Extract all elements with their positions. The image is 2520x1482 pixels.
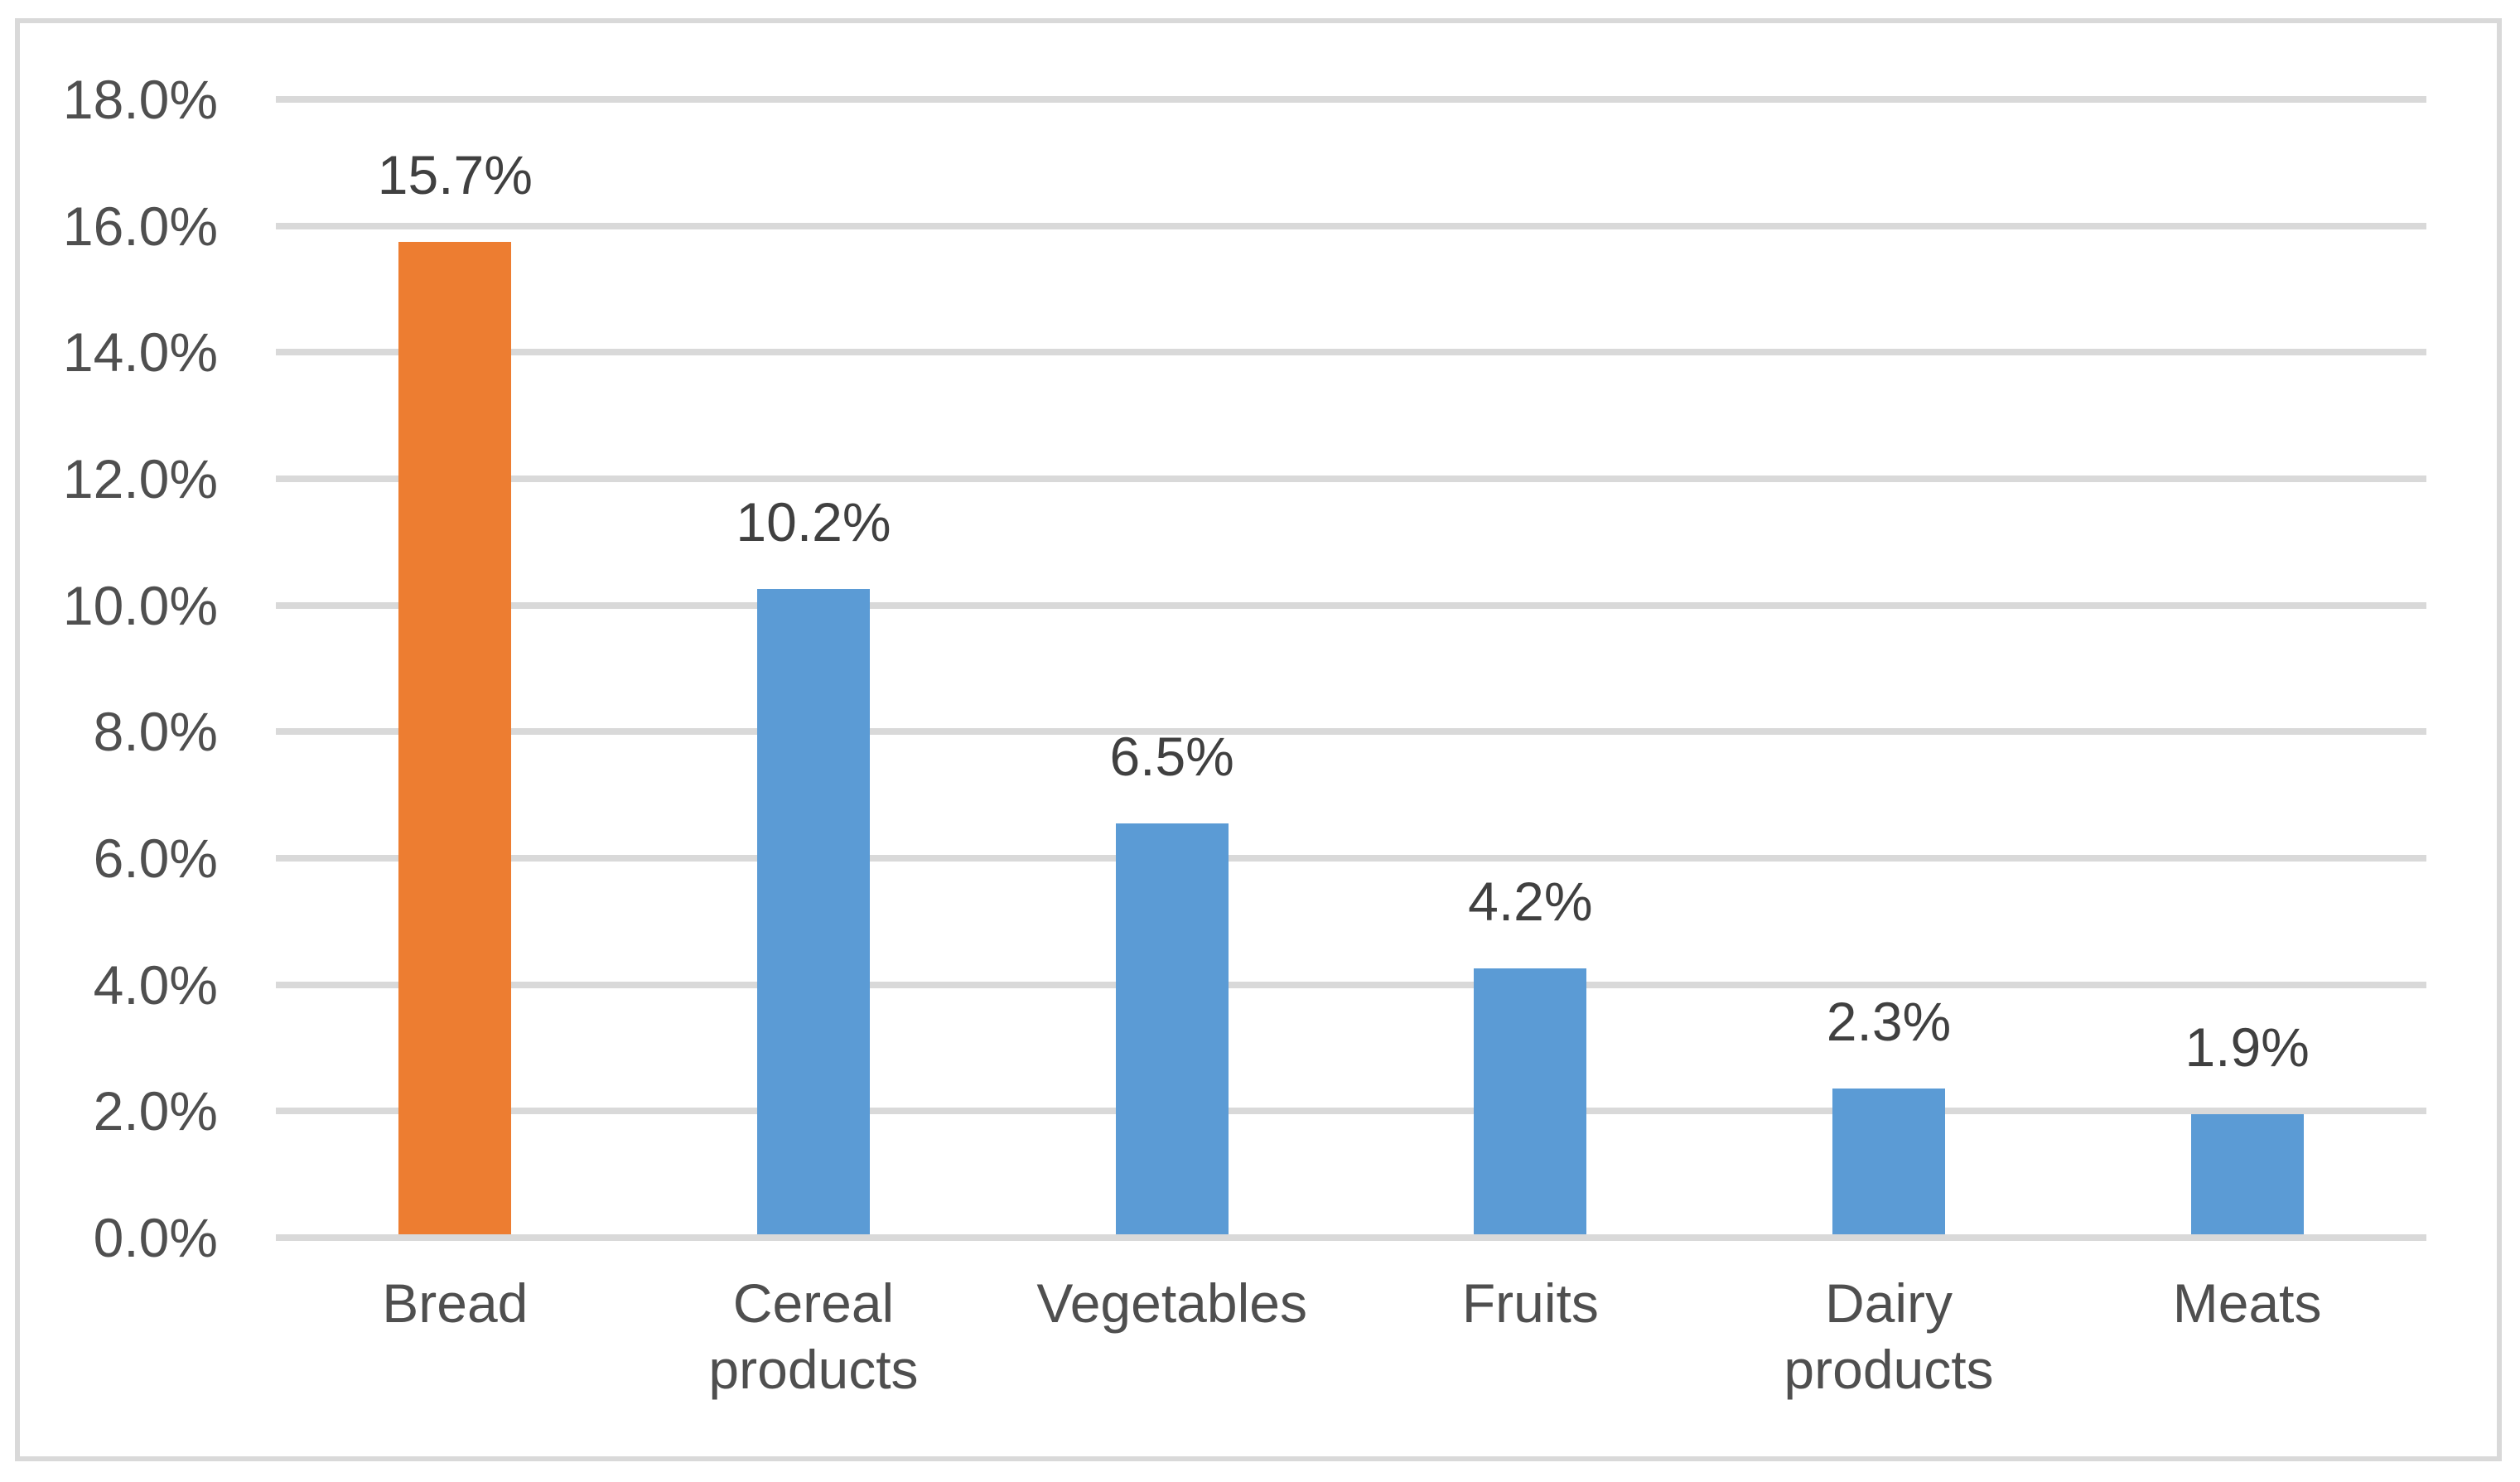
ytick-label-0-0-: 0.0% [93, 1207, 218, 1268]
chart-frame: 18.0% 16.0% 14.0% 12.0% 10.0% 8.0% 6.0% 4.0% 2.0… [15, 18, 2502, 1461]
category-label-vegetables: Vegetables [1036, 1272, 1307, 1334]
value-label-vegetables: 6.5% [1109, 725, 1234, 787]
bar-cereal-products [757, 589, 870, 1234]
gridline-12-0- [276, 475, 2426, 482]
bar-bread [398, 241, 512, 1234]
bar-dairy-products [1832, 1089, 1945, 1234]
bar-meats [2190, 1113, 2304, 1234]
ytick-label-4-0-: 4.0% [93, 953, 218, 1016]
gridline-16-0- [276, 222, 2426, 229]
ytick-label-10-0-: 10.0% [62, 574, 218, 636]
bar-vegetables [1115, 823, 1229, 1234]
ytick-label-18-0-: 18.0% [62, 69, 218, 130]
category-label-cereal-products: Cereal products [708, 1272, 919, 1400]
category-label-fruits: Fruits [1461, 1272, 1599, 1334]
ytick-label-14-0-: 14.0% [62, 321, 218, 384]
category-label-dairy-products: Dairy products [1784, 1272, 1994, 1400]
gridline-14-0- [276, 349, 2426, 356]
category-label-meats: Meats [2172, 1272, 2322, 1334]
gridline-4-0- [276, 981, 2426, 988]
value-label-bread: 15.7% [377, 143, 533, 205]
value-label-cereal-products: 10.2% [736, 491, 891, 553]
ytick-label-2-0-: 2.0% [93, 1080, 218, 1142]
gridline-6-0- [276, 855, 2426, 862]
gridline-0-0- [276, 1234, 2426, 1241]
gridline-8-0- [276, 728, 2426, 736]
ytick-label-16-0-: 16.0% [62, 195, 218, 257]
category-label-bread: Bread [382, 1272, 529, 1334]
ytick-label-6-0-: 6.0% [93, 828, 218, 889]
bar-fruits [1474, 968, 1587, 1234]
gridline-18-0- [276, 96, 2426, 103]
value-label-fruits: 4.2% [1468, 871, 1593, 933]
ytick-label-12-0-: 12.0% [62, 448, 218, 509]
value-label-dairy-products: 2.3% [1826, 991, 1952, 1053]
ytick-label-8-0-: 8.0% [93, 701, 218, 763]
gridline-2-0- [276, 1108, 2426, 1115]
value-label-meats: 1.9% [2184, 1016, 2310, 1078]
gridline-10-0- [276, 601, 2426, 609]
